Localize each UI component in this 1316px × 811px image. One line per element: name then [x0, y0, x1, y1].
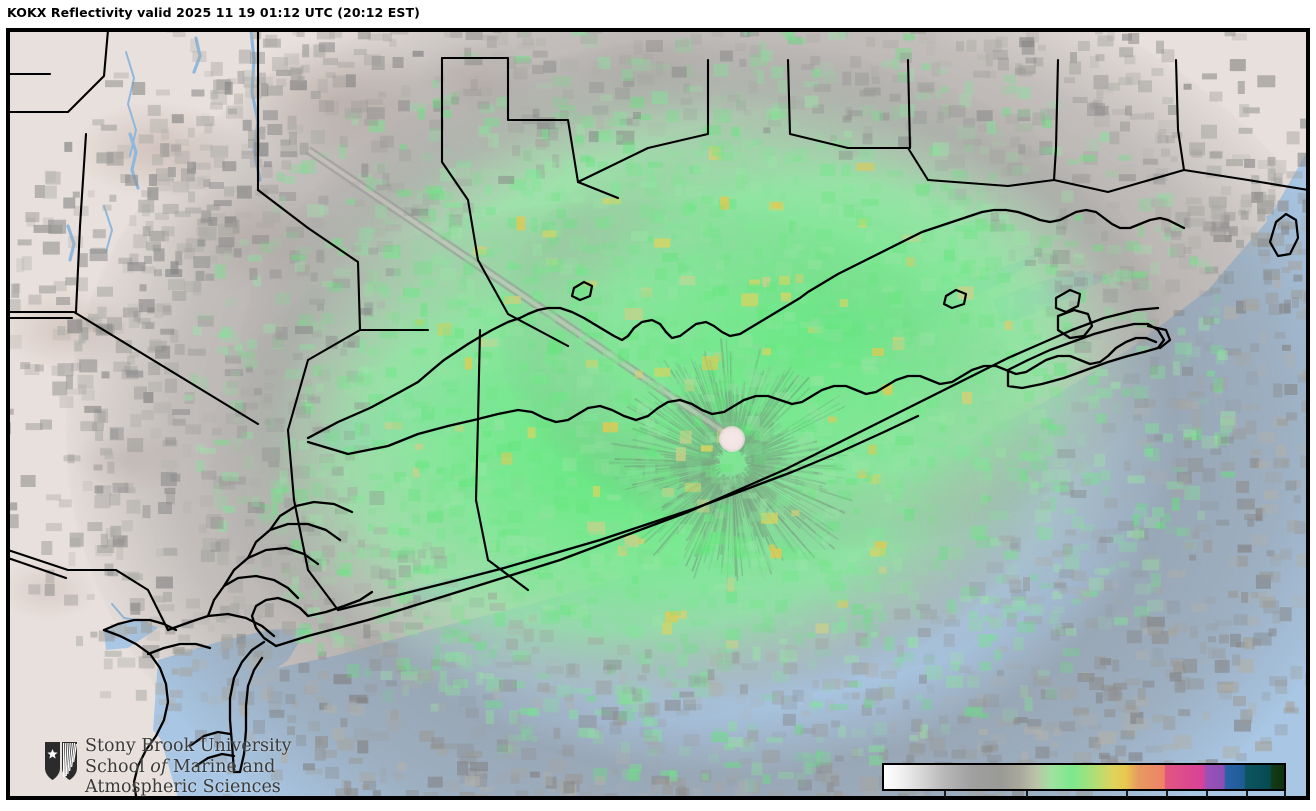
- radar-map-panel[interactable]: Stony Brook University School of Marine …: [6, 28, 1310, 800]
- coastline-border-layer: [8, 30, 1308, 798]
- colorbar-tick-50: [1166, 791, 1168, 797]
- colorbar-tick-40: [1126, 791, 1129, 797]
- colorbar-tick-labels: 0 20 40 50 60 70 80: [882, 795, 1293, 798]
- page-title: KOKX Reflectivity valid 2025 11 19 01:12…: [7, 5, 420, 20]
- colorbar-label-80: 80: [1274, 795, 1293, 798]
- colorbar-label-60: 60: [1196, 795, 1215, 798]
- colorbar-label-20: 20: [1016, 795, 1035, 798]
- logo-line-3: Atmospheric Sciences: [85, 777, 281, 797]
- colorbar-tick-80: [1283, 791, 1286, 797]
- logo-line-2-italic: of: [150, 756, 168, 777]
- logo-line-1: Stony Brook University: [85, 736, 292, 756]
- colorbar-tick-70: [1246, 791, 1248, 797]
- reflectivity-colorbar: 0 20 40 50 60 70 80: [882, 763, 1294, 798]
- map-canvas: Stony Brook University School of Marine …: [8, 30, 1308, 798]
- colorbar-label-50: 50: [1156, 795, 1175, 798]
- colorbar-label-0: 0: [939, 795, 949, 798]
- colorbar-gradient: [884, 765, 1284, 789]
- logo-text: Stony Brook University School of Marine …: [85, 736, 291, 798]
- echo-pixel-blocks: [8, 30, 1308, 798]
- logo-line-2-a: School: [85, 756, 151, 777]
- colorbar-label-70: 70: [1236, 795, 1255, 798]
- colorbar-tick-20: [1025, 791, 1028, 797]
- shield-icon: [45, 742, 78, 780]
- colorbar-tick-0: [943, 791, 946, 797]
- logo-line-2-b: Marine and: [167, 756, 276, 777]
- title-bar: KOKX Reflectivity valid 2025 11 19 01:12…: [0, 0, 1316, 28]
- colorbar-ticks: [882, 791, 1286, 797]
- logo-line-2: School of Marine and: [85, 757, 291, 778]
- colorbar-bar: [882, 763, 1286, 791]
- colorbar-tick-60: [1206, 791, 1208, 797]
- stony-brook-logo: Stony Brook University School of Marine …: [44, 736, 314, 798]
- radar-site-marker: [719, 426, 745, 452]
- colorbar-label-40: 40: [1116, 795, 1135, 798]
